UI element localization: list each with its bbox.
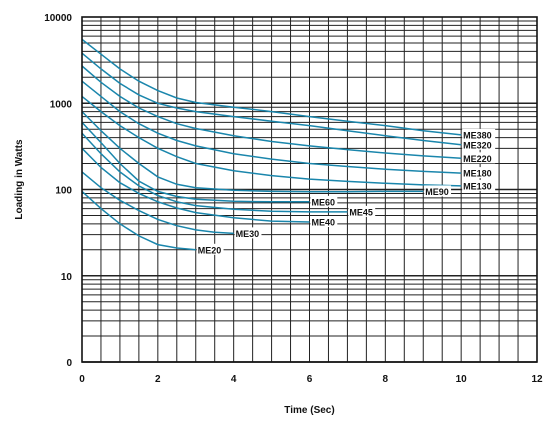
series-label-me180: ME180 (462, 167, 496, 179)
x-axis-title: Time (Sec) (284, 405, 334, 416)
x-tick-label: 8 (383, 374, 389, 385)
series-line-me180 (81, 80, 462, 174)
series-label-text: ME130 (463, 181, 492, 191)
y-tick-label: 10000 (44, 13, 72, 24)
series-label-me220: ME220 (462, 152, 496, 164)
series-label-background (462, 179, 496, 191)
series-label-text: ME45 (349, 207, 373, 217)
series-label-background (196, 243, 224, 255)
series-label-text: ME320 (463, 140, 492, 150)
series-line-me20 (81, 190, 196, 251)
x-tick-label: 6 (307, 374, 313, 385)
series-line-me380 (81, 38, 462, 136)
series-label-me320: ME320 (462, 138, 496, 150)
series-label-me90: ME90 (424, 185, 452, 197)
series-label-text: ME90 (425, 187, 449, 197)
series-lines (81, 38, 462, 251)
plot-frame (81, 16, 538, 363)
series-label-me380: ME380 (462, 128, 496, 140)
series-label-text: ME60 (312, 197, 336, 207)
series-label-me60: ME60 (310, 195, 338, 207)
series-line-me60 (81, 121, 310, 203)
series-label-me30: ME30 (234, 227, 262, 239)
y-tick-labels: 0 10 100 1000 10000 (44, 13, 72, 369)
x-tick-label: 0 (79, 374, 85, 385)
series-line-me220 (81, 65, 462, 160)
series-line-me40 (81, 147, 310, 223)
series-label-background (462, 138, 496, 150)
series-label-text: ME380 (463, 130, 492, 140)
series-label-background (462, 128, 496, 140)
grid (81, 17, 538, 363)
series-label-background (424, 185, 452, 197)
y-axis-title: Loading in Watts (14, 139, 25, 220)
series-label-text: ME220 (463, 154, 492, 164)
series-label-text: ME180 (463, 169, 492, 179)
series-line-me30 (81, 171, 234, 235)
series-line-me45 (81, 132, 348, 213)
x-tick-label: 12 (531, 374, 543, 385)
series-label-me130: ME130 (462, 179, 496, 191)
series-label-text: ME20 (198, 245, 222, 255)
series-label-background (310, 195, 338, 207)
series-label-background (348, 205, 376, 217)
series-label-text: ME40 (312, 217, 336, 227)
series-label-background (310, 215, 338, 227)
x-tick-label: 2 (155, 374, 161, 385)
series-line-me90 (81, 111, 424, 193)
series-line-me130 (81, 95, 462, 187)
series-label-text: ME30 (236, 229, 260, 239)
y-tick-label: 1000 (50, 99, 73, 110)
series-line-me320 (81, 52, 462, 146)
x-tick-label: 4 (231, 374, 237, 385)
y-tick-label: 0 (66, 358, 72, 369)
x-tick-label: 10 (456, 374, 468, 385)
series-label-background (462, 152, 496, 164)
y-tick-label: 100 (55, 186, 72, 197)
series-label-me20: ME20 (196, 243, 224, 255)
series-label-me40: ME40 (310, 215, 338, 227)
y-tick-label: 10 (61, 272, 73, 283)
series-label-me45: ME45 (348, 205, 376, 217)
x-tick-labels: 0 2 4 6 8 10 12 (79, 374, 543, 385)
series-label-background (462, 167, 496, 179)
series-label-background (234, 227, 262, 239)
